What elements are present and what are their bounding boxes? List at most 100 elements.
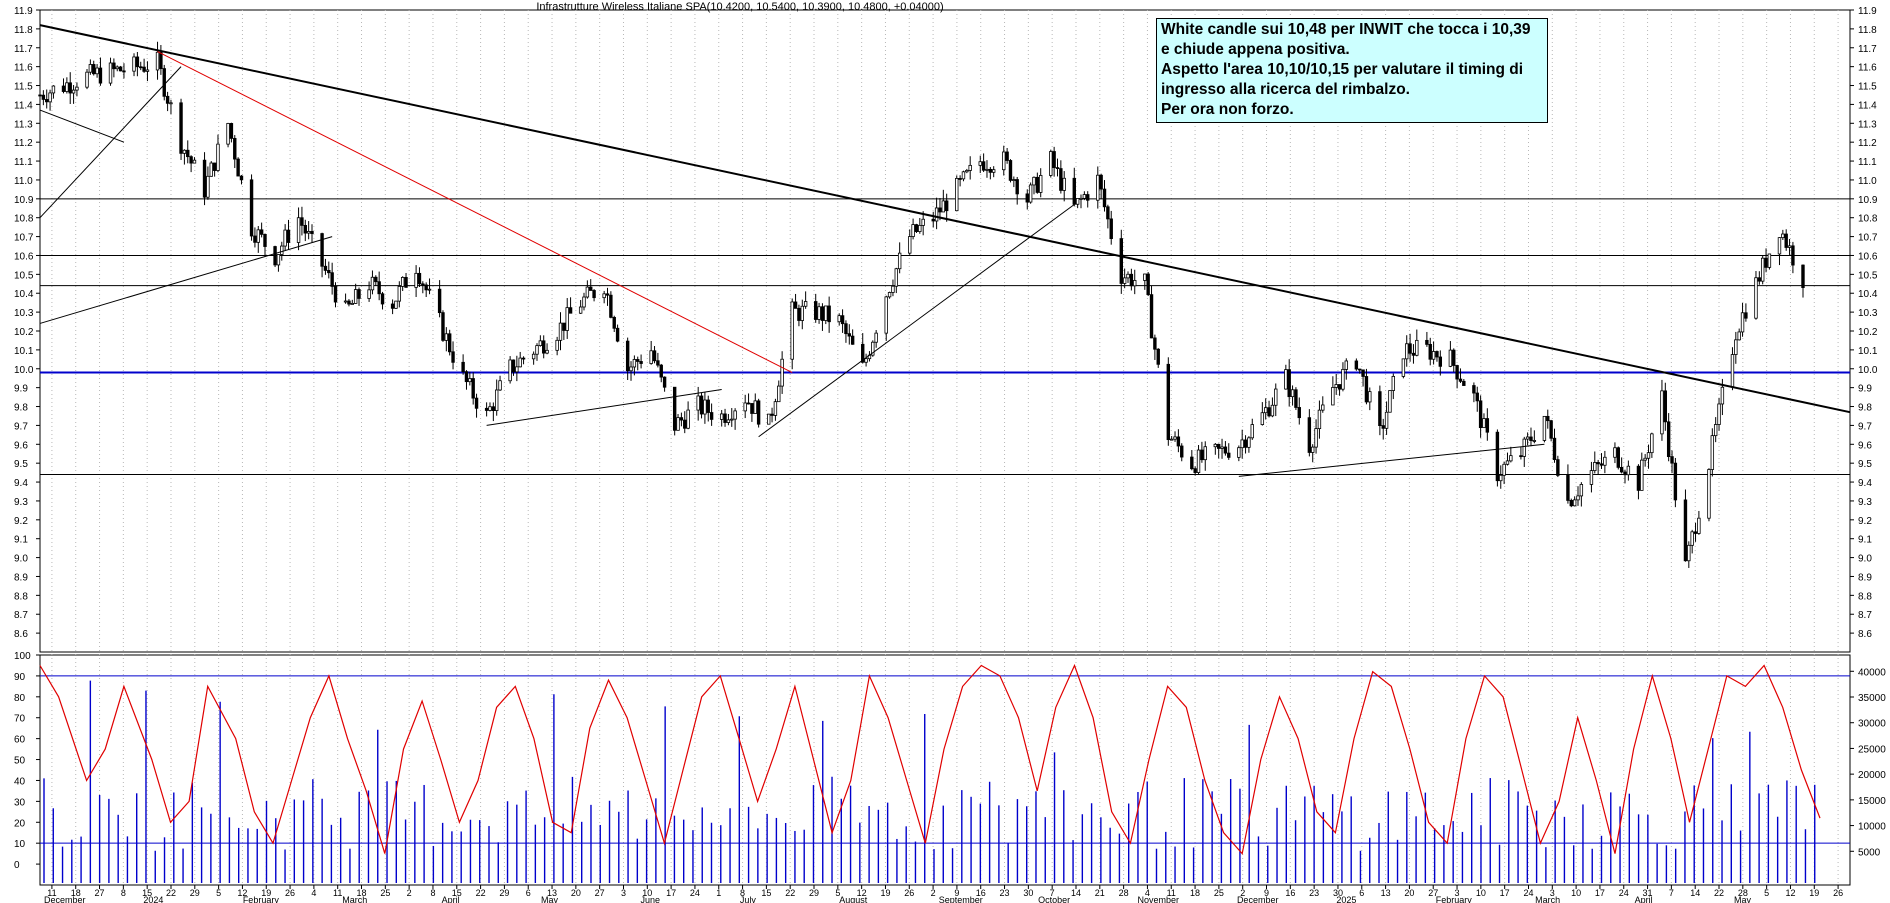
candle-up xyxy=(1707,469,1711,519)
candle-down xyxy=(179,102,183,154)
candle-down xyxy=(1287,369,1291,398)
trendline xyxy=(1238,443,1545,477)
candle-down xyxy=(562,322,566,331)
candle-down xyxy=(850,335,855,345)
candle-down xyxy=(437,288,442,314)
x-month-label: February xyxy=(1436,895,1473,903)
x-month-label: August xyxy=(839,895,868,903)
candle-up xyxy=(908,236,912,254)
price-axis-label-right: 11.4 xyxy=(1858,100,1877,111)
price-axis-label-right: 10.8 xyxy=(1858,214,1878,225)
candle-down xyxy=(390,303,395,309)
candle-down xyxy=(139,66,143,69)
candle-down xyxy=(814,301,818,320)
candle-up xyxy=(1126,273,1130,279)
candle-up xyxy=(226,123,230,145)
candle-down xyxy=(746,402,751,405)
price-axis-label-right: 10.0 xyxy=(1858,365,1878,376)
candle-up xyxy=(1133,280,1137,287)
price-axis-label-left: 8.9 xyxy=(14,572,28,583)
candle-up xyxy=(555,339,559,351)
candle-down xyxy=(417,272,422,285)
candle-down xyxy=(1764,257,1768,268)
candle-down xyxy=(1744,312,1748,319)
oscillator-axis-label: 0 xyxy=(14,860,20,871)
price-axis-label-right: 11.6 xyxy=(1858,63,1877,74)
candle-up xyxy=(1730,354,1735,388)
candle-up xyxy=(1344,360,1348,370)
candle-down xyxy=(1008,160,1013,181)
x-day-label: 8 xyxy=(430,888,435,898)
candle-up xyxy=(817,306,821,320)
candle-up xyxy=(730,418,734,421)
candle-up xyxy=(921,218,925,226)
candle-down xyxy=(1337,384,1342,390)
x-day-label: 31 xyxy=(1643,888,1653,898)
candle-down xyxy=(756,400,761,425)
x-day-label: 20 xyxy=(1404,888,1414,898)
x-day-label: 3 xyxy=(1455,888,1460,898)
volume-axis-label: 25000 xyxy=(1858,744,1886,755)
candle-down xyxy=(1149,294,1154,339)
candle-down xyxy=(1086,194,1090,201)
oscillator-axis-label: 50 xyxy=(14,756,26,767)
candle-down xyxy=(233,137,237,160)
candle-up xyxy=(1334,384,1338,388)
candle-down xyxy=(1663,390,1668,423)
candle-down xyxy=(568,307,573,314)
candle-down xyxy=(142,66,146,72)
x-day-label: 28 xyxy=(1738,888,1748,898)
x-day-label: 26 xyxy=(904,888,914,898)
price-axis-label-left: 10.9 xyxy=(14,195,34,206)
x-day-label: 23 xyxy=(1000,888,1010,898)
candle-down xyxy=(1623,471,1627,476)
candle-up xyxy=(48,92,52,103)
candle-down xyxy=(861,343,865,363)
x-day-label: 10 xyxy=(642,888,652,898)
candle-down xyxy=(1552,437,1557,461)
candle-up xyxy=(719,413,724,420)
candle-down xyxy=(1354,360,1359,370)
candle-down xyxy=(320,233,324,267)
x-day-label: 6 xyxy=(526,888,531,898)
candle-down xyxy=(1035,176,1040,193)
candle-up xyxy=(1368,391,1372,403)
price-axis-label-left: 9.5 xyxy=(14,459,28,470)
x-month-label: December xyxy=(1237,895,1279,903)
candle-down xyxy=(464,371,469,383)
candle-down xyxy=(1156,348,1160,365)
volume-axis-label: 40000 xyxy=(1858,667,1886,678)
candle-up xyxy=(508,359,512,382)
oscillator-axis-label: 90 xyxy=(14,672,26,683)
price-axis-label-right: 11.1 xyxy=(1858,157,1877,168)
candle-down xyxy=(1243,439,1248,448)
candle-up xyxy=(1122,277,1127,284)
x-day-label: 8 xyxy=(121,888,126,898)
candle-up xyxy=(115,66,119,70)
x-day-label: 12 xyxy=(1785,888,1795,898)
candle-down xyxy=(1378,391,1382,426)
candle-down xyxy=(1052,151,1056,168)
x-month-label: 2024 xyxy=(143,895,163,903)
price-axis-label-left: 11.6 xyxy=(14,63,33,74)
price-axis-label-right: 10.3 xyxy=(1858,308,1878,319)
candle-down xyxy=(988,168,993,173)
candle-up xyxy=(280,245,284,255)
candle-up xyxy=(753,400,757,414)
candle-down xyxy=(636,359,640,362)
oscillator-axis-label: 100 xyxy=(14,651,31,662)
candle-up xyxy=(51,85,56,94)
x-day-label: 15 xyxy=(142,888,152,898)
x-day-label: 29 xyxy=(190,888,200,898)
candle-up xyxy=(1401,358,1406,377)
oscillator-axis-label: 70 xyxy=(14,714,26,725)
x-day-label: 24 xyxy=(1619,888,1629,898)
candle-down xyxy=(1475,392,1479,402)
candle-down xyxy=(793,301,798,309)
candle-down xyxy=(447,333,452,353)
candle-up xyxy=(911,224,915,237)
price-axis-label-right: 11.7 xyxy=(1858,44,1877,55)
price-axis-label-left: 11.3 xyxy=(14,119,33,130)
candle-up xyxy=(585,286,590,298)
